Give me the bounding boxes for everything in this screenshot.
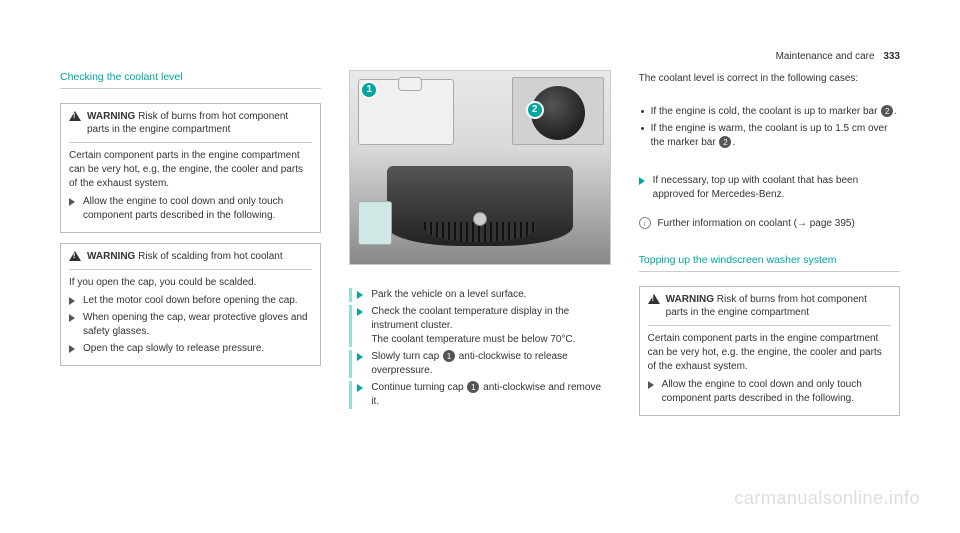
warning-body: Certain component parts in the engine co…: [648, 332, 891, 374]
list-item: If the engine is warm, the coolant is up…: [639, 122, 900, 150]
page-header: Maintenance and care 333: [776, 50, 900, 64]
step-arrow-icon: [357, 291, 363, 299]
engine-block-shape: [387, 166, 574, 246]
diagram-callout-2: 2: [526, 101, 544, 119]
step-item: Park the vehicle on a level surface.: [357, 288, 610, 302]
info-icon: i: [639, 217, 651, 229]
step-item: If necessary, top up with coolant that h…: [639, 174, 900, 202]
step-item: Allow the engine to cool down and only t…: [69, 195, 312, 223]
warning-box-burns-2: WARNING Risk of burns from hot component…: [639, 286, 900, 416]
list-text: .: [732, 137, 735, 148]
list-item: If the engine is cold, the coolant is up…: [639, 105, 900, 119]
warning-box-burns: WARNING Risk of burns from hot component…: [60, 103, 321, 233]
warning-box-scalding: WARNING Risk of scalding from hot coolan…: [60, 243, 321, 366]
step-text: Slowly turn cap: [371, 351, 442, 362]
step-item: Continue turning cap 1 anti-clockwise an…: [357, 381, 610, 409]
step-text: If necessary, top up with coolant that h…: [653, 175, 859, 200]
step-item: Check the coolant temperature display in…: [357, 305, 610, 347]
page-ref-arrow-icon: →: [797, 217, 807, 231]
warning-label: WARNING: [87, 111, 135, 122]
coolant-cap-shape: [398, 77, 422, 91]
step-text: Park the vehicle on a level surface.: [371, 289, 526, 300]
warning-heading: WARNING Risk of burns from hot component…: [69, 110, 312, 136]
list-text: If the engine is cold, the coolant is up…: [651, 106, 881, 117]
warning-steps: Let the motor cool down before opening t…: [69, 294, 312, 356]
condition-list: If the engine is cold, the coolant is up…: [639, 102, 900, 153]
procedure-steps: Park the vehicle on a level surface. Che…: [349, 285, 610, 412]
warning-headline: Risk of scalding from hot coolant: [138, 251, 283, 262]
warning-heading: WARNING Risk of burns from hot component…: [648, 293, 891, 319]
warning-body: If you open the cap, you could be scalde…: [69, 276, 312, 290]
step-item: Allow the engine to cool down and only t…: [648, 378, 891, 406]
step-arrow-icon: [357, 308, 363, 316]
step-item: Let the motor cool down before opening t…: [69, 294, 312, 308]
step-text: Open the cap slowly to release pressure.: [83, 343, 264, 354]
step-text: Allow the engine to cool down and only t…: [662, 379, 862, 404]
step-item: When opening the cap, wear protective gl…: [69, 311, 312, 339]
step-arrow-icon: [69, 297, 75, 305]
ref-marker-1: 1: [467, 381, 479, 393]
topup-step: If necessary, top up with coolant that h…: [639, 171, 900, 205]
step-subtext: The coolant temperature must be below 70…: [371, 334, 575, 345]
step-arrow-icon: [357, 353, 363, 361]
step-text: Let the motor cool down before opening t…: [83, 295, 298, 306]
page-number: 333: [883, 51, 900, 62]
intro-text: The coolant level is correct in the foll…: [639, 72, 900, 86]
brand-badge-icon: [473, 212, 487, 226]
column-3: The coolant level is correct in the foll…: [639, 70, 900, 416]
step-text: When opening the cap, wear protective gl…: [83, 312, 308, 337]
info-line: i Further information on coolant (→ page…: [639, 217, 900, 231]
warning-body: Certain component parts in the engine co…: [69, 149, 312, 191]
step-arrow-icon: [69, 345, 75, 353]
step-text: Check the coolant temperature display in…: [371, 306, 569, 331]
page-body: Checking the coolant level WARNING Risk …: [0, 0, 960, 456]
warning-triangle-icon: [69, 111, 81, 121]
warning-triangle-icon: [69, 251, 81, 261]
warning-heading: WARNING Risk of scalding from hot coolan…: [69, 250, 312, 263]
watermark-text: carmanualsonline.info: [734, 486, 920, 511]
section-title-coolant: Checking the coolant level: [60, 70, 321, 89]
step-item: Slowly turn cap 1 anti-clockwise to rele…: [357, 350, 610, 378]
list-text: If the engine is warm, the coolant is up…: [651, 123, 888, 148]
warning-steps: Allow the engine to cool down and only t…: [69, 195, 312, 223]
column-2: 1 2 Park the vehicle on a level surface.…: [349, 70, 610, 416]
washer-reservoir-shape: [358, 201, 392, 245]
step-arrow-icon: [69, 198, 75, 206]
step-arrow-icon: [357, 384, 363, 392]
step-arrow-icon: [648, 381, 654, 389]
step-item: Open the cap slowly to release pressure.: [69, 342, 312, 356]
section-name: Maintenance and care: [776, 51, 875, 62]
warning-label: WARNING: [87, 251, 135, 262]
info-text: Further information on coolant (: [657, 218, 797, 229]
warning-label: WARNING: [666, 294, 714, 305]
section-title-washer: Topping up the windscreen washer system: [639, 253, 900, 272]
engine-diagram: 1 2: [349, 70, 610, 265]
warning-triangle-icon: [648, 294, 660, 304]
ref-marker-2: 2: [881, 105, 893, 117]
info-text: page 395): [807, 218, 855, 229]
step-text: Continue turning cap: [371, 382, 466, 393]
column-1: Checking the coolant level WARNING Risk …: [60, 70, 321, 416]
ref-marker-1: 1: [443, 350, 455, 362]
list-text: .: [894, 106, 897, 117]
step-arrow-icon: [69, 314, 75, 322]
warning-steps: Allow the engine to cool down and only t…: [648, 378, 891, 406]
ref-marker-2: 2: [719, 136, 731, 148]
step-text: Allow the engine to cool down and only t…: [83, 196, 283, 221]
step-arrow-icon: [639, 177, 645, 185]
